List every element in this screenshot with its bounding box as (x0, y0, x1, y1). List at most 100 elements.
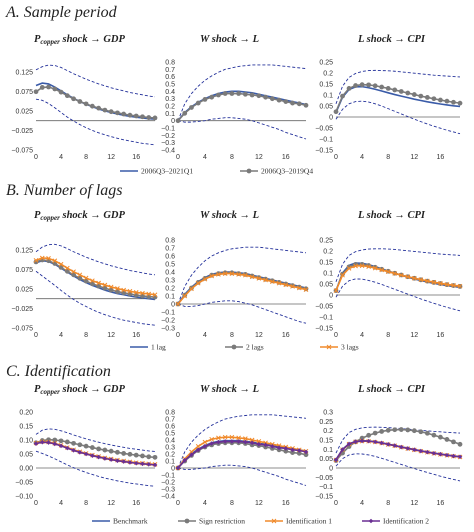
confidence-band-lower (177, 464, 307, 486)
series-point (290, 100, 295, 106)
y-tick-label: 0.3 (323, 410, 333, 417)
series-point (333, 109, 339, 115)
x-tick-label: 12 (107, 154, 115, 161)
series-point (359, 438, 365, 444)
y-tick-label: −0.1 (319, 137, 333, 144)
series-point (152, 292, 158, 298)
series-point (121, 111, 127, 117)
panel-title-subscript: copper (40, 214, 60, 222)
series-point (405, 274, 411, 280)
series-point (444, 452, 450, 458)
series-point (256, 93, 262, 99)
legends: 2006Q3–2021Q1 2006Q3–2019Q4 1 lag 2 lags 3 l… (92, 167, 429, 526)
series-point (195, 447, 201, 453)
panels: Pcopper shock → GDP 0.125 0.075 0.025 −0.025… (11, 34, 463, 507)
series-point (33, 89, 39, 95)
series-point (102, 447, 108, 453)
y-tick-label: −0.075 (11, 326, 33, 333)
series-point (58, 438, 64, 444)
series-point (89, 103, 95, 109)
legend-label: 3 lags (341, 343, 359, 352)
series-point (146, 291, 152, 297)
series-point (359, 263, 365, 269)
series-point (385, 269, 391, 275)
series-point (372, 265, 378, 271)
x-tick-label: 8 (84, 500, 88, 507)
series-point (202, 276, 208, 282)
y-tick-label: 0.1 (323, 271, 333, 278)
y-tick-label: 0.6 (165, 74, 175, 81)
y-tick-label: 0.20 (19, 410, 33, 417)
series-point (283, 446, 289, 451)
confidence-band-lower (177, 300, 307, 324)
panel-1: W shock → L0.80.70.60.50.40.30.20.10−0.1… (161, 34, 309, 161)
y-tick-label: −0.4 (161, 148, 175, 155)
x-tick-label: 0 (34, 154, 38, 161)
y-tick-label: −0.1 (319, 315, 333, 322)
series-point (52, 437, 58, 443)
series-point (243, 436, 248, 441)
series-point (39, 439, 45, 445)
y-tick-label: −0.1 (161, 126, 175, 133)
series-point (444, 282, 450, 287)
series-point (411, 275, 417, 281)
legend-marker (326, 344, 332, 350)
series-point (71, 440, 76, 446)
series-point (411, 428, 417, 434)
x-tick-label: 16 (437, 332, 445, 339)
panel-title: W shock → L (200, 210, 259, 221)
series-point (90, 453, 95, 458)
series-point (451, 453, 456, 459)
series-point (451, 99, 456, 105)
series-point (216, 272, 221, 277)
panel-title-main: W (200, 210, 210, 221)
series-point (46, 256, 51, 261)
y-tick-label: −0.1 (319, 484, 333, 491)
series-point (398, 272, 404, 278)
series-point (152, 454, 158, 460)
series-point (175, 301, 181, 307)
y-tick-label: −0.2 (161, 480, 175, 487)
y-tick-label: −0.075 (11, 148, 33, 155)
y-tick-label: 0.025 (15, 286, 33, 293)
legend-item: Identification 2 (362, 517, 429, 526)
series-point (392, 443, 398, 448)
series-point (229, 271, 235, 276)
series-point (353, 83, 358, 88)
x-tick-label: 12 (107, 332, 115, 339)
x-tick-label: 8 (84, 332, 88, 339)
series-point (411, 92, 417, 97)
series-point (385, 427, 391, 433)
series-point (96, 446, 102, 452)
y-tick-label: 0.15 (319, 438, 333, 445)
x-tick-label: 4 (59, 154, 63, 161)
panel-5: L shock → CPI 0.25 0.2 0.15 0.1 0.05 0 −0.05 −0.… (315, 210, 463, 339)
series-point (392, 427, 398, 433)
y-tick-label: 0.3 (165, 96, 175, 103)
series-point (64, 265, 70, 271)
x-tick-label: 12 (107, 500, 115, 507)
series-point (195, 100, 201, 106)
legend-label: Identification 2 (383, 517, 429, 526)
y-tick-label: −0.15 (315, 148, 333, 155)
series-point (398, 444, 404, 450)
series-point (333, 457, 339, 463)
series-point (52, 86, 58, 92)
series-point (283, 448, 289, 454)
series-point (175, 118, 181, 124)
series-point (71, 96, 76, 102)
series-point (39, 255, 45, 261)
confidence-band-upper (335, 426, 461, 454)
y-tick-label: −0.3 (161, 140, 175, 147)
series-point (127, 451, 133, 457)
y-tick-label: 0.4 (165, 438, 175, 445)
series-point (340, 272, 345, 278)
x-tick-label: 12 (255, 332, 263, 339)
legend-label: 2006Q3–2021Q1 (141, 167, 193, 176)
series-point (46, 84, 51, 90)
series-point (102, 282, 108, 288)
y-tick-label: 0.8 (165, 410, 175, 417)
legend-item: Sign restriction (178, 517, 245, 526)
y-tick-label: 0 (329, 115, 333, 122)
y-tick-label: −0.4 (161, 494, 175, 501)
